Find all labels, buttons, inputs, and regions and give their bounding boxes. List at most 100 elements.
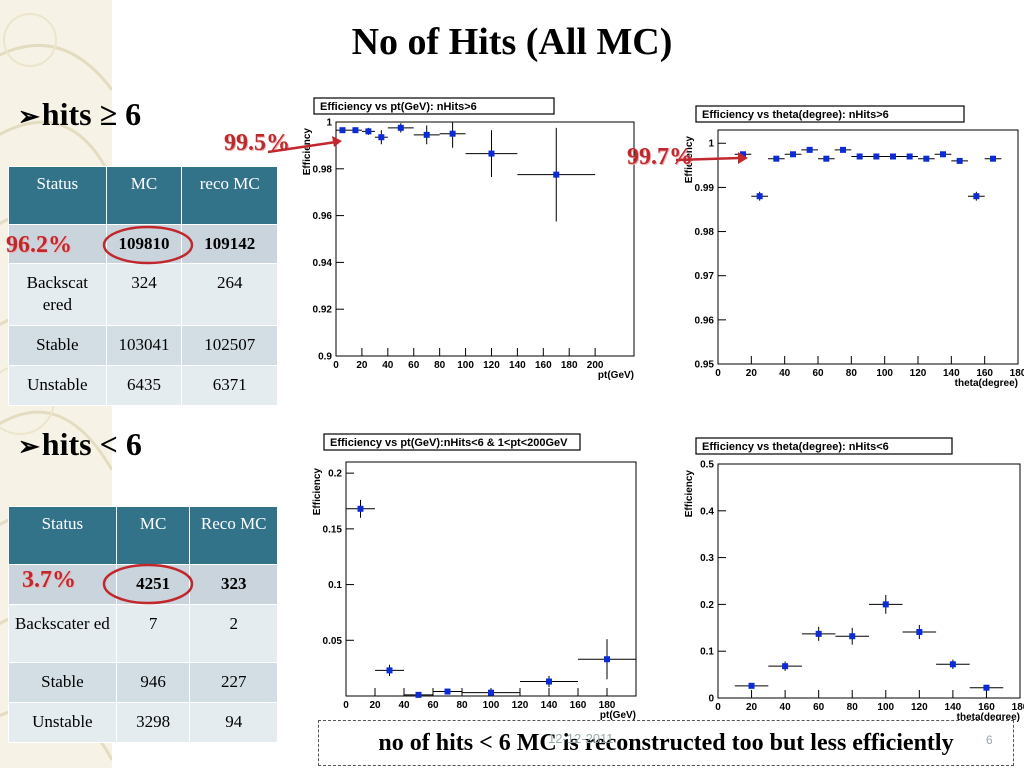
data-point: [415, 691, 422, 698]
cell-reco-mc: 102507: [181, 325, 278, 366]
x-tick-label: 100: [876, 368, 893, 379]
x-tick-label: 20: [369, 700, 381, 711]
y-tick-label: 0.96: [695, 315, 715, 326]
y-tick-label: 0.2: [700, 600, 714, 611]
y-tick-label: 0.05: [323, 636, 343, 647]
data-point: [790, 151, 796, 158]
y-tick-label: 0.9: [318, 352, 332, 363]
table-row: Stable 946 227: [8, 662, 278, 703]
data-point: [773, 155, 780, 162]
x-tick-label: 180: [1010, 368, 1024, 379]
y-tick-label: 0.1: [700, 647, 714, 658]
plot-frame: [335, 121, 635, 357]
data-point: [488, 689, 494, 696]
header-reco-mc: Reco MC: [189, 506, 278, 565]
data-point: [378, 134, 385, 141]
data-point: [397, 124, 404, 131]
bullet-arrow-icon: ➢: [18, 102, 40, 131]
y-tick-label: 0.94: [313, 258, 333, 269]
chart-title-box: [313, 97, 555, 115]
data-point: [873, 153, 880, 160]
data-point: [546, 678, 552, 685]
x-tick-label: 160: [976, 368, 993, 379]
x-tick-label: 140: [509, 360, 526, 371]
data-point: [823, 155, 830, 162]
data-point: [916, 629, 923, 636]
x-tick-label: 200: [587, 360, 604, 371]
data-point: [983, 684, 990, 691]
data-point: [352, 127, 359, 134]
x-tick-label: 60: [813, 702, 825, 713]
y-tick-label: 0.2: [328, 469, 342, 480]
cell-mc: 3298: [115, 702, 191, 743]
y-tick-label: 0.5: [700, 460, 714, 471]
y-tick-label: 0.98: [313, 164, 333, 175]
page-number: 6: [986, 733, 993, 747]
data-point: [423, 131, 430, 138]
data-point: [357, 505, 364, 512]
cell-status: [8, 224, 107, 264]
x-tick-label: 180: [599, 700, 616, 711]
x-axis-label: pt(GeV): [598, 370, 634, 381]
y-tick-label: 0.99: [695, 183, 715, 194]
plot-frame: [717, 129, 1019, 365]
x-tick-label: 20: [746, 368, 758, 379]
data-point: [940, 151, 946, 158]
x-tick-label: 80: [456, 700, 468, 711]
x-tick-label: 0: [715, 368, 721, 379]
x-tick-label: 180: [561, 360, 578, 371]
x-tick-label: 60: [427, 700, 439, 711]
y-tick-label: 0: [708, 694, 714, 705]
data-point: [990, 155, 996, 162]
bullet-hits-label: hits: [41, 96, 92, 132]
bullet-hits-label: hits: [41, 426, 92, 462]
chart-title-box: [695, 105, 965, 123]
cell-reco-mc: 2: [189, 604, 278, 663]
pt-efficiency-annotation: 99.5%: [224, 130, 290, 156]
x-tick-label: 140: [541, 700, 558, 711]
table-row: Unstable 3298 94: [8, 702, 278, 743]
x-tick-label: 80: [434, 360, 446, 371]
bullet-hits-low: ➢hits < 6: [18, 426, 142, 463]
data-point: [923, 155, 930, 162]
data-point: [906, 153, 913, 160]
data-point: [449, 130, 456, 137]
highlight-ellipse-low: [102, 563, 194, 605]
data-point: [849, 633, 856, 640]
data-point: [806, 146, 813, 153]
cell-status: Backscater ed: [8, 604, 117, 663]
data-point: [815, 630, 822, 637]
y-tick-label: 0.95: [695, 360, 715, 371]
x-tick-label: 40: [779, 368, 791, 379]
cell-reco-mc: 6371: [181, 365, 278, 406]
x-tick-label: 20: [746, 702, 758, 713]
table-row: Stable 103041 102507: [8, 325, 278, 366]
header-mc: MC: [115, 506, 191, 565]
cell-mc: 7: [115, 604, 191, 663]
y-tick-label: 0.1: [328, 580, 342, 591]
plot-frame: [345, 461, 637, 697]
data-point: [956, 157, 963, 164]
data-point: [748, 682, 755, 689]
chart-title: Efficiency vs theta(degree): nHits>6: [702, 109, 889, 121]
data-point: [740, 151, 746, 158]
x-tick-label: 120: [512, 700, 529, 711]
x-tick-label: 120: [911, 702, 928, 713]
high-percent-label: 96.2%: [6, 232, 72, 258]
x-tick-label: 40: [382, 360, 394, 371]
low-percent-label: 3.7%: [22, 567, 76, 593]
theta-annotation-arrow-icon: [675, 152, 748, 164]
x-tick-label: 160: [978, 702, 995, 713]
table-row: Backscater ed 7 2: [8, 604, 278, 663]
conclusion-note: no of hits < 6 MC is reconstructed too b…: [318, 720, 1014, 766]
y-tick-label: 0.98: [695, 227, 715, 238]
x-tick-label: 160: [535, 360, 552, 371]
x-tick-label: 80: [847, 702, 859, 713]
y-tick-label: 1: [326, 118, 332, 129]
bullet-hits-symbol: ≥ 6: [99, 96, 142, 132]
pt-annotation-arrow-icon: [267, 136, 342, 154]
x-tick-label: 100: [877, 702, 894, 713]
data-point: [756, 193, 763, 200]
slide-title: No of Hits (All MC): [351, 21, 673, 63]
plot-frame: [717, 463, 1021, 699]
